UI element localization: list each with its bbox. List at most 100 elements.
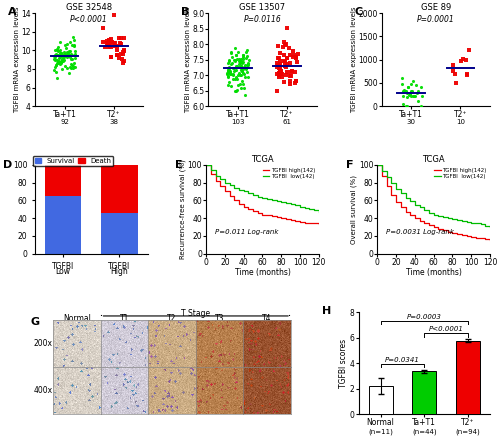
Point <box>292 78 300 85</box>
Point <box>239 58 247 65</box>
Point <box>399 101 407 108</box>
Point <box>240 81 248 88</box>
TGFBI  low(142) <box>250 192 256 198</box>
Point <box>119 60 127 67</box>
Point <box>462 57 469 64</box>
TGFBI high(142) <box>264 213 270 218</box>
Point <box>240 64 248 71</box>
Point <box>232 66 239 73</box>
TGFBI high(142) <box>426 222 432 228</box>
Bar <box>45 196 82 254</box>
Point <box>408 88 416 95</box>
Point <box>232 74 240 81</box>
Point <box>234 82 241 89</box>
Point <box>278 71 285 78</box>
Point <box>406 91 413 98</box>
TGFBI high(142) <box>384 184 390 189</box>
Point <box>57 59 65 66</box>
Point <box>56 61 64 68</box>
Point <box>275 73 283 80</box>
Point <box>404 89 411 96</box>
Point <box>113 47 121 54</box>
Point <box>225 64 233 71</box>
TGFBI high(142) <box>422 221 428 226</box>
Point <box>406 91 413 98</box>
Point <box>227 71 235 78</box>
Point <box>418 93 426 100</box>
Point <box>229 72 237 78</box>
Point <box>236 81 244 88</box>
Text: 30: 30 <box>406 119 416 125</box>
Text: 200x: 200x <box>34 339 52 348</box>
Point <box>52 61 60 68</box>
Point <box>282 41 290 48</box>
Point <box>400 92 407 99</box>
Bar <box>101 213 138 254</box>
TGFBI high(142) <box>218 184 224 189</box>
Point <box>236 65 244 72</box>
Point <box>224 72 232 79</box>
Point <box>106 42 114 49</box>
Point <box>120 46 128 53</box>
Point <box>244 68 252 75</box>
Legend: Survival, Death: Survival, Death <box>33 156 114 166</box>
Point <box>290 52 298 59</box>
Text: 92: 92 <box>60 119 69 125</box>
TGFBI  low(142) <box>255 194 261 199</box>
Point <box>60 57 68 64</box>
Point <box>54 58 62 65</box>
Point <box>238 78 246 85</box>
Text: (n=94): (n=94) <box>456 429 480 435</box>
Point <box>52 47 60 54</box>
Point <box>229 65 237 72</box>
Point <box>283 68 291 75</box>
Point <box>235 61 243 68</box>
Point <box>277 68 285 75</box>
Point <box>228 60 235 67</box>
TGFBI high(142) <box>260 212 266 217</box>
TGFBI high(142) <box>436 226 442 232</box>
Point <box>54 51 62 58</box>
TGFBI high(142) <box>274 215 280 220</box>
TGFBI  low(142) <box>416 205 422 210</box>
Point <box>291 68 299 75</box>
Point <box>224 68 232 75</box>
Point <box>244 60 252 67</box>
Point <box>50 53 58 60</box>
TGFBI high(142) <box>468 234 474 239</box>
TGFBI  low(142) <box>412 202 418 208</box>
Point <box>224 68 232 75</box>
Point <box>281 59 289 66</box>
Point <box>56 59 64 66</box>
Point <box>118 56 126 63</box>
Line: TGFBI  low(142): TGFBI low(142) <box>206 165 319 212</box>
Point <box>404 83 411 90</box>
Point <box>463 71 471 78</box>
Text: 400x: 400x <box>34 386 52 395</box>
Point <box>118 50 126 57</box>
Point <box>64 51 72 58</box>
Point <box>104 41 112 48</box>
Point <box>400 87 407 94</box>
Point <box>63 51 71 58</box>
TGFBI high(142) <box>482 237 488 242</box>
Point <box>56 53 64 60</box>
Point <box>224 59 232 66</box>
Point <box>70 36 78 43</box>
TGFBI high(142) <box>379 173 385 178</box>
Text: P=0.0116: P=0.0116 <box>244 15 282 24</box>
Point <box>60 48 68 55</box>
TGFBI  low(142) <box>393 186 399 191</box>
TGFBI high(142) <box>292 218 298 223</box>
TGFBI  low(142) <box>288 201 294 207</box>
TGFBI  low(142) <box>487 225 493 230</box>
Point <box>232 62 240 69</box>
Point <box>65 69 73 76</box>
TGFBI high(142) <box>212 178 218 184</box>
Point <box>237 58 245 65</box>
Point <box>412 81 420 88</box>
Point <box>242 54 250 61</box>
Text: T Stage: T Stage <box>181 309 210 318</box>
Point <box>58 51 66 58</box>
Point <box>244 73 252 80</box>
